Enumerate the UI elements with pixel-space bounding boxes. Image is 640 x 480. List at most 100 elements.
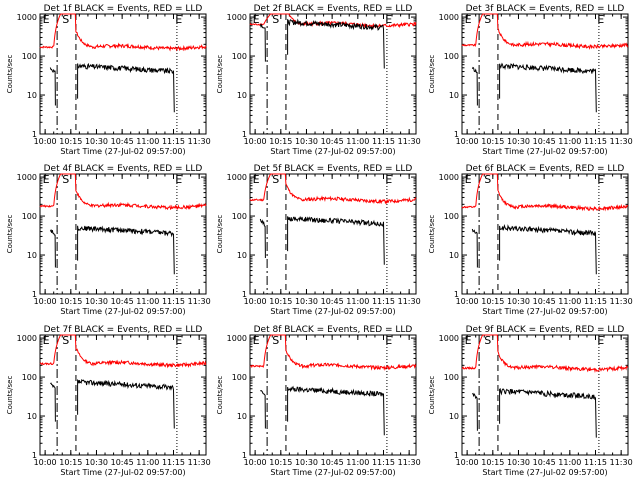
events-rate-line (499, 223, 597, 275)
y-tick-label: 1000 (17, 173, 37, 182)
y-tick-label: 100 (22, 373, 37, 382)
x-tick-label: 11:30 (610, 297, 633, 306)
y-tick-label: 100 (232, 373, 247, 382)
plot-frame (461, 334, 629, 456)
lld-rate-line (249, 13, 417, 29)
events-rate-line (50, 382, 56, 422)
marker-label-E: E (253, 173, 260, 186)
y-axis-label: Counts/sec (216, 55, 224, 94)
marker-label-E: E (385, 13, 392, 26)
y-tick-label: 100 (444, 373, 459, 382)
panel-det-5: Det 5f BLACK = Events, RED = LLD 1 10 100 10… (216, 164, 421, 316)
x-tick-label: 11:15 (372, 297, 395, 306)
y-tick-label: 100 (232, 52, 247, 61)
x-tick-label: 10:30 (85, 137, 108, 146)
plot-frame (461, 173, 629, 295)
events-rate-line (49, 228, 56, 268)
x-tick-label: 10:30 (507, 137, 530, 146)
panel-det-8: Det 8f BLACK = Events, RED = LLD 1 10 100 10… (216, 325, 421, 477)
y-tick-label: 10 (27, 251, 37, 260)
x-tick-label: 11:30 (188, 458, 211, 467)
marker-label-E: E (465, 13, 472, 26)
x-tick-label: 10:45 (321, 458, 344, 467)
marker-label-S: S (272, 13, 279, 26)
x-axis-label: Start Time (27-Jul-02 09:57:00) (482, 307, 607, 316)
marker-label-S: S (272, 173, 279, 186)
panel-title: Det 5f BLACK = Events, RED = LLD (254, 164, 413, 174)
panel-det-6: Det 6f BLACK = Events, RED = LLD 1 10 100 10… (428, 164, 633, 316)
x-tick-label: 10:15 (59, 458, 82, 467)
x-tick-label: 10:45 (321, 297, 344, 306)
x-tick-label: 11:00 (136, 458, 159, 467)
y-tick-label: 1 (32, 290, 37, 299)
x-tick-label: 10:00 (456, 297, 479, 306)
x-axis-label: Start Time (27-Jul-02 09:57:00) (60, 147, 185, 156)
x-tick-label: 11:30 (398, 137, 421, 146)
x-tick-label: 10:45 (111, 297, 134, 306)
marker-label-E: E (43, 13, 50, 26)
events-rate-line (259, 23, 266, 62)
y-tick-label: 1 (242, 290, 247, 299)
y-axis-label: Counts/sec (428, 376, 436, 415)
x-tick-label: 11:30 (398, 297, 421, 306)
events-rate-line (287, 18, 385, 69)
y-tick-label: 1000 (17, 334, 37, 343)
plot-frame (461, 13, 629, 135)
y-tick-label: 1 (32, 130, 37, 139)
x-tick-label: 10:30 (295, 137, 318, 146)
y-tick-label: 1 (242, 130, 247, 139)
y-tick-label: 1 (454, 451, 459, 460)
events-rate-line (77, 378, 175, 429)
y-axis-label: Counts/sec (6, 376, 14, 415)
marker-label-E: E (465, 334, 472, 347)
y-tick-label: 1000 (227, 173, 247, 182)
panel-det-2: Det 2f BLACK = Events, RED = LLD 1 10 100 10… (216, 4, 421, 156)
x-tick-label: 11:15 (162, 137, 185, 146)
y-tick-label: 10 (449, 251, 459, 260)
panel-title: Det 9f BLACK = Events, RED = LLD (466, 325, 625, 335)
marker-label-E: E (597, 173, 604, 186)
y-tick-label: 1000 (227, 334, 247, 343)
marker-label-E: E (597, 13, 604, 26)
y-tick-label: 10 (27, 91, 37, 100)
y-tick-label: 1000 (227, 13, 247, 22)
panel-det-3: Det 3f BLACK = Events, RED = LLD 1 10 100 10… (428, 4, 633, 156)
x-axis-label: Start Time (27-Jul-02 09:57:00) (60, 468, 185, 477)
panel-det-7: Det 7f BLACK = Events, RED = LLD 1 10 100 10… (6, 325, 211, 477)
y-tick-label: 1 (454, 290, 459, 299)
y-tick-label: 100 (444, 212, 459, 221)
x-tick-label: 10:30 (507, 458, 530, 467)
events-rate-line (472, 392, 478, 431)
x-tick-label: 10:15 (59, 137, 82, 146)
x-tick-label: 10:15 (481, 458, 504, 467)
x-tick-label: 10:30 (295, 297, 318, 306)
x-axis-label: Start Time (27-Jul-02 09:57:00) (270, 147, 395, 156)
x-tick-label: 10:45 (111, 458, 134, 467)
y-tick-label: 10 (237, 251, 247, 260)
events-rate-line (77, 225, 175, 275)
panel-title: Det 4f BLACK = Events, RED = LLD (44, 164, 203, 174)
lld-rate-line (249, 173, 417, 205)
y-tick-label: 10 (449, 412, 459, 421)
y-tick-label: 100 (232, 212, 247, 221)
events-rate-line (260, 390, 266, 429)
panel-det-4: Det 4f BLACK = Events, RED = LLD 1 10 100 10… (6, 164, 211, 316)
x-tick-label: 11:00 (346, 137, 369, 146)
panel-title: Det 2f BLACK = Events, RED = LLD (254, 4, 413, 14)
marker-label-S: S (62, 13, 69, 26)
x-tick-label: 11:00 (558, 297, 581, 306)
x-tick-label: 10:45 (533, 137, 556, 146)
y-tick-label: 100 (22, 52, 37, 61)
x-tick-label: 11:15 (162, 458, 185, 467)
plot-frame (249, 334, 417, 456)
lld-rate-line (461, 13, 629, 50)
panel-title: Det 7f BLACK = Events, RED = LLD (44, 325, 203, 335)
lld-rate-line (461, 334, 629, 374)
x-tick-label: 11:00 (346, 297, 369, 306)
panel-det-9: Det 9f BLACK = Events, RED = LLD 1 10 100 10… (428, 325, 633, 477)
y-tick-label: 1 (32, 451, 37, 460)
x-tick-label: 10:30 (85, 297, 108, 306)
marker-label-E: E (175, 13, 182, 26)
x-axis-label: Start Time (27-Jul-02 09:57:00) (60, 307, 185, 316)
